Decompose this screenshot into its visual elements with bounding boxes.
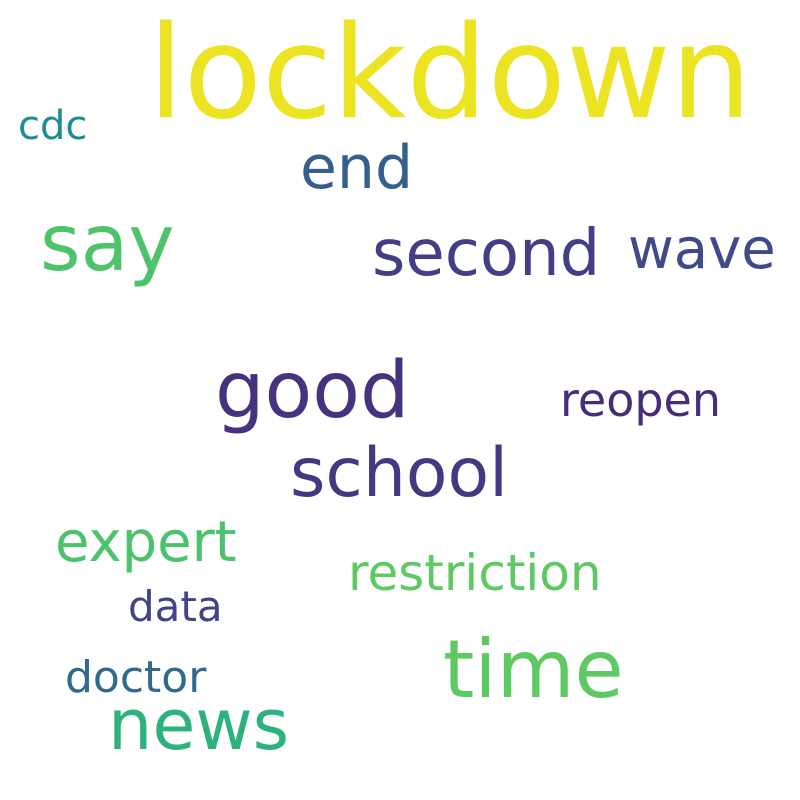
word-time: time [443,623,624,716]
word-data: data [128,582,223,631]
word-school: school [290,434,509,513]
word-cdc: cdc [18,103,88,149]
word-restriction: restriction [348,544,602,602]
word-doctor: doctor [65,652,207,703]
word-expert: expert [55,510,237,575]
word-news: news [108,684,290,766]
word-lockdown: lockdown [148,0,752,148]
word-end: end [300,133,414,203]
word-second: second [372,217,601,291]
word-say: say [40,199,175,289]
word-wave: wave [628,217,776,282]
word-good: good [215,346,410,436]
word-reopen: reopen [560,373,721,427]
